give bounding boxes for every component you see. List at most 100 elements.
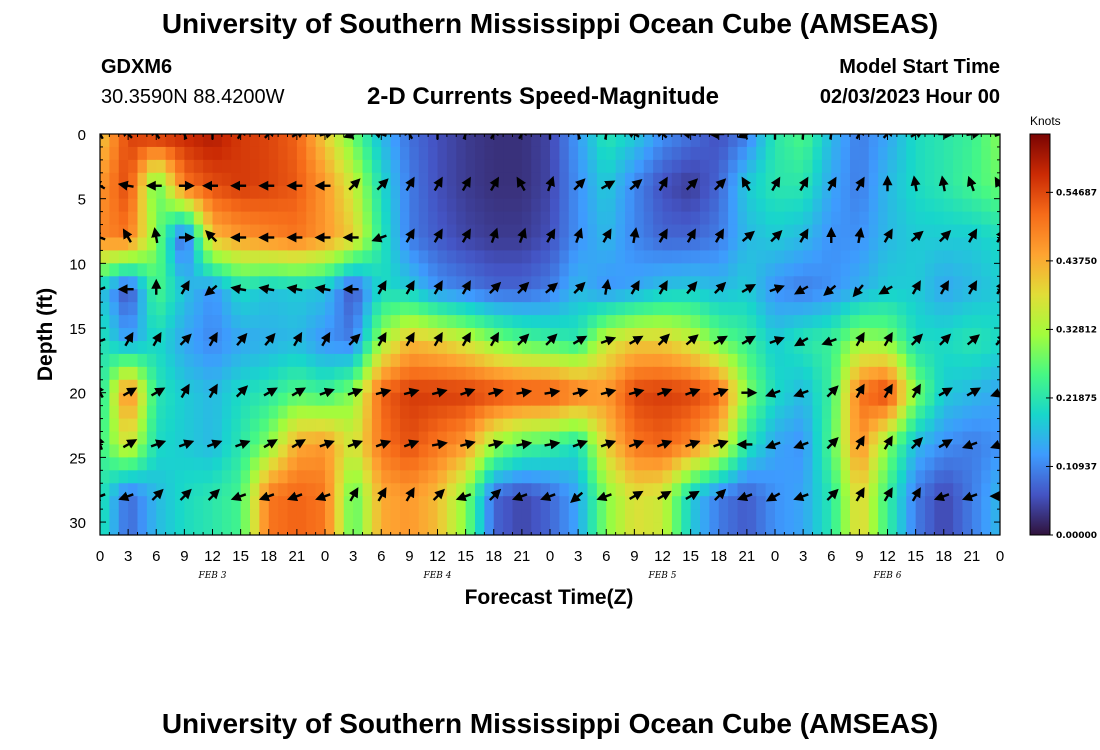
heatmap-cell xyxy=(512,470,523,484)
current-vector-arrow xyxy=(769,284,785,294)
current-vector-arrow xyxy=(264,332,276,346)
heatmap-cell xyxy=(831,146,842,161)
heatmap-cell xyxy=(662,198,673,213)
heatmap-cell xyxy=(137,289,148,303)
heatmap-cell xyxy=(568,134,579,148)
heatmap-cell xyxy=(109,483,120,497)
heatmap-cell xyxy=(184,185,195,200)
heatmap-cell xyxy=(353,237,364,252)
heatmap-cell xyxy=(737,405,748,420)
heatmap-cell xyxy=(353,470,364,484)
heatmap-cell xyxy=(803,263,814,277)
heatmap-cell xyxy=(906,431,917,446)
heatmap-cell xyxy=(325,470,335,484)
heatmap-cell xyxy=(775,146,785,161)
heatmap-cell xyxy=(896,211,907,226)
heatmap-cell xyxy=(390,237,401,252)
heatmap-cell xyxy=(175,198,185,213)
heatmap-cell xyxy=(540,405,551,420)
heatmap-cell xyxy=(746,457,757,471)
heatmap-cell xyxy=(259,418,270,433)
heatmap-cell xyxy=(512,392,523,407)
heatmap-cell xyxy=(737,185,748,200)
heatmap-cell xyxy=(840,146,851,161)
heatmap-cell xyxy=(915,185,926,200)
heatmap-cell xyxy=(775,457,785,471)
heatmap-cell xyxy=(446,276,457,290)
heatmap-cell xyxy=(240,522,251,535)
heatmap-cell xyxy=(634,366,645,381)
heatmap-cell xyxy=(915,392,926,407)
heatmap-cell xyxy=(915,198,926,213)
heatmap-cell xyxy=(625,146,635,161)
heatmap-cell xyxy=(465,159,476,174)
heatmap-cell xyxy=(128,457,139,471)
heatmap-cell xyxy=(775,483,785,497)
heatmap-cell xyxy=(568,392,579,407)
heatmap-cell xyxy=(653,509,664,523)
current-vector-arrow xyxy=(375,387,392,398)
heatmap-cell xyxy=(156,302,167,316)
heatmap-cell xyxy=(334,185,345,200)
heatmap-cell xyxy=(587,159,598,174)
current-vector-arrow xyxy=(348,487,359,502)
heatmap-cell xyxy=(840,457,851,471)
current-vector-arrow xyxy=(654,134,668,139)
heatmap-cell xyxy=(831,185,842,200)
heatmap-cell xyxy=(765,224,776,239)
heatmap-cell xyxy=(746,146,757,161)
heatmap-cell xyxy=(831,211,842,226)
heatmap-cell xyxy=(615,134,626,148)
heatmap-cell xyxy=(109,431,120,446)
heatmap-cell xyxy=(812,405,823,420)
heatmap-cell xyxy=(278,263,289,277)
heatmap-cell xyxy=(925,211,935,226)
heatmap-cell xyxy=(521,289,532,303)
heatmap-cell xyxy=(859,159,870,174)
heatmap-cell xyxy=(821,134,832,148)
heatmap-cell xyxy=(840,224,851,239)
heatmap-cell xyxy=(690,315,701,329)
heatmap-cell xyxy=(109,211,120,226)
heatmap-cell xyxy=(821,185,832,200)
heatmap-cell xyxy=(325,444,335,458)
heatmap-cell xyxy=(831,457,842,471)
heatmap-cell xyxy=(315,431,326,446)
heatmap-cell xyxy=(446,353,457,368)
heatmap-cell xyxy=(803,379,814,394)
current-vector-arrow xyxy=(995,333,1000,346)
heatmap-cell xyxy=(409,457,420,471)
heatmap-cell xyxy=(981,405,992,420)
heatmap-cell xyxy=(550,392,560,407)
current-vector-arrow xyxy=(680,134,697,139)
heatmap-cell xyxy=(821,483,832,497)
heatmap-cell xyxy=(559,457,570,471)
heatmap-cell xyxy=(700,302,710,316)
heatmap-cell xyxy=(700,263,710,277)
heatmap-cell xyxy=(259,379,270,394)
heatmap-cell xyxy=(971,134,982,148)
heatmap-cell xyxy=(390,522,401,535)
heatmap-cell xyxy=(850,483,860,497)
heatmap-cell xyxy=(446,263,457,277)
heatmap-cell xyxy=(728,509,739,523)
heatmap-cell xyxy=(981,328,992,342)
heatmap-cell xyxy=(343,159,354,174)
heatmap-cell xyxy=(259,366,270,381)
heatmap-cell xyxy=(381,418,392,433)
heatmap-cell xyxy=(278,224,289,239)
heatmap-cell xyxy=(578,263,589,277)
heatmap-cell xyxy=(700,418,710,433)
heatmap-cell xyxy=(934,496,945,510)
current-vector-arrow xyxy=(347,439,364,450)
heatmap-cell xyxy=(550,431,560,446)
heatmap-cell xyxy=(446,134,457,148)
heatmap-cell xyxy=(578,315,589,329)
heatmap-cell xyxy=(118,328,129,342)
heatmap-cell xyxy=(775,522,785,535)
heatmap-cell xyxy=(634,483,645,497)
current-vector-arrow xyxy=(489,281,502,294)
heatmap-cell xyxy=(737,263,748,277)
heatmap-cell xyxy=(625,379,635,394)
heatmap-cell xyxy=(718,496,729,510)
